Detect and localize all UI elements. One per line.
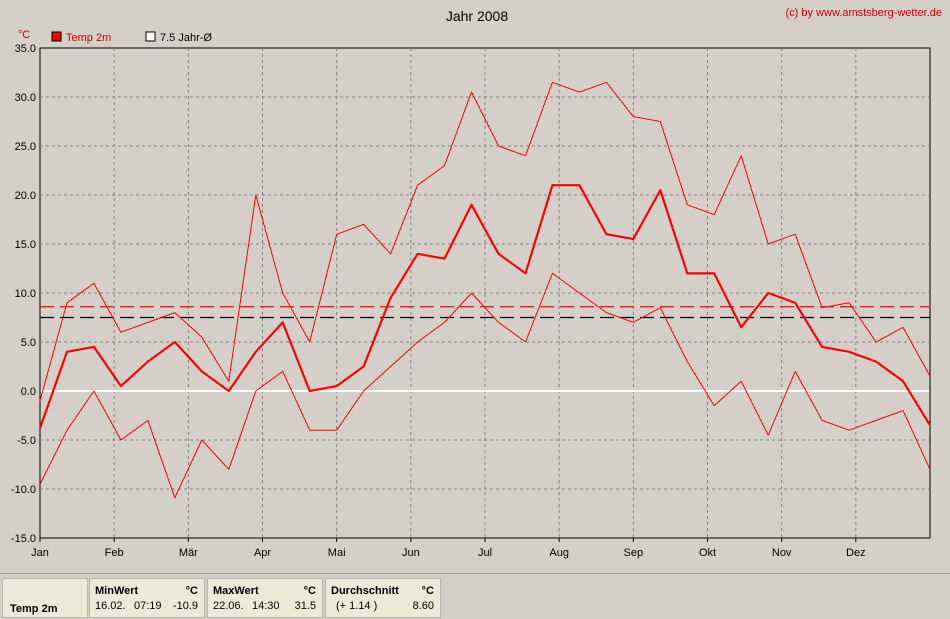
x-tick-label: Apr [254, 547, 271, 559]
y-tick-label: 30.0 [15, 92, 36, 104]
max-time: 14:30 [252, 600, 280, 612]
max-label: MaxWert [213, 585, 259, 597]
x-tick-label: Feb [105, 547, 124, 559]
legend-swatch-temp [51, 31, 62, 42]
x-tick-label: Sep [624, 547, 644, 559]
legend-swatch-average [145, 31, 156, 42]
min-value-box: MinWert °C 16.02. 07:19 -10.9 [89, 578, 205, 618]
average-value-box: Durchschnitt °C (+ 1.14 ) 8.60 [325, 578, 441, 618]
x-tick-label: Mär [179, 547, 198, 559]
max-value: 31.5 [294, 600, 316, 612]
avg-label: Durchschnitt [331, 585, 399, 597]
min-value: -10.9 [172, 600, 198, 612]
avg-unit: °C [421, 585, 434, 597]
series-min-line [39, 272, 931, 499]
max-date: 22.06. [213, 600, 244, 612]
y-tick-label: -10.0 [11, 484, 36, 496]
y-tick-label: 35.0 [15, 43, 36, 55]
y-tick-label: -15.0 [11, 533, 36, 545]
min-date: 16.02. [95, 600, 126, 612]
max-value-box: MaxWert °C 22.06. 14:30 31.5 [207, 578, 323, 618]
chart-title: Jahr 2008 [446, 8, 508, 24]
x-tick-label: Okt [699, 547, 716, 559]
avg-delta: (+ 1.14 ) [336, 600, 378, 612]
x-tick-label: Jul [478, 547, 492, 559]
copyright-text: (c) by www.amstsberg-wetter.de [786, 7, 943, 19]
stats-bar: Temp 2m MinWert °C 16.02. 07:19 -10.9 Ma… [0, 573, 950, 619]
min-label: MinWert [95, 585, 139, 597]
x-tick-label: Jun [402, 547, 420, 559]
y-tick-label: 25.0 [15, 141, 36, 153]
y-tick-label: 20.0 [15, 190, 36, 202]
min-unit: °C [185, 585, 198, 597]
x-tick-label: Dez [846, 547, 866, 559]
y-tick-label: 10.0 [15, 288, 36, 300]
temperature-chart: 35.0 30.0 25.0 20.0 15.0 10.0 5.0 0.0 -5.0 -10.0 -… [11, 7, 943, 559]
series-mean-line [38, 184, 931, 429]
y-tick-label: -5.0 [17, 435, 36, 447]
max-unit: °C [303, 585, 316, 597]
row-label: Temp 2m [10, 603, 58, 615]
y-axis-unit: °C [18, 29, 30, 41]
avg-value: 8.60 [412, 600, 434, 612]
x-tick-label: Mai [328, 547, 346, 559]
chart-area: 35.0 30.0 25.0 20.0 15.0 10.0 5.0 0.0 -5.0 -10.0 -… [10, 7, 943, 559]
y-tick-label: 15.0 [15, 239, 36, 251]
x-tick-label: Jan [31, 547, 49, 559]
legend-label-average: 7.5 Jahr-Ø [160, 32, 212, 44]
stats-row-label-box: Temp 2m [2, 578, 88, 618]
y-tick-label: 5.0 [21, 337, 36, 349]
x-tick-label: Nov [772, 547, 792, 559]
min-time: 07:19 [134, 600, 162, 612]
series-max-line [39, 81, 931, 401]
legend-label-temp: Temp 2m [66, 32, 111, 44]
y-tick-label: 0.0 [21, 386, 36, 398]
x-tick-label: Aug [549, 547, 569, 559]
